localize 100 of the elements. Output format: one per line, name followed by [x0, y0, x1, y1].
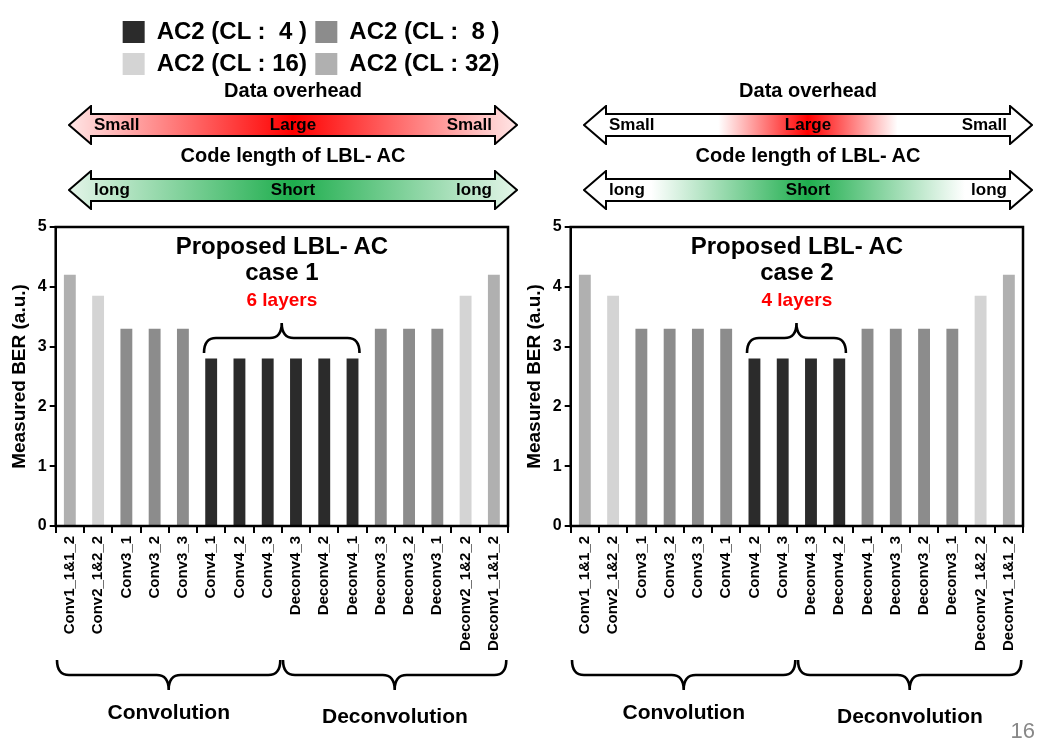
text: Proposed LBL- AC case 2 [690, 231, 904, 285]
bar [290, 358, 302, 525]
bar [374, 328, 387, 525]
x-tick-label: Conv3_1 [116, 535, 134, 599]
x-tick-label: Deconv3_3 [370, 535, 388, 616]
y-tick-label: 4 [552, 277, 562, 295]
text: Large [269, 114, 317, 136]
y-tick-label: 5 [552, 217, 562, 235]
x-tick-label: Deconv3_2 [399, 535, 417, 616]
text: long [94, 179, 130, 201]
x-tick-label: Deconv4_1 [857, 535, 875, 616]
x-tick-label: Conv4_2 [744, 535, 762, 599]
x-tick-label: Conv4_1 [201, 535, 219, 599]
bar [403, 328, 415, 525]
x-tick-label: Deconv4_3 [286, 535, 304, 616]
bar [261, 358, 274, 525]
x-tick-label: Conv3_3 [688, 535, 706, 599]
legend-label: AC2 (CL : 32) [349, 48, 500, 76]
text: Small [446, 114, 492, 136]
text: Proposed LBL- AC case 1 [175, 231, 389, 285]
text: Convolution [621, 700, 746, 724]
text: long [609, 179, 645, 201]
bar [1002, 274, 1015, 525]
text: long [456, 179, 492, 201]
bar [946, 328, 959, 525]
bar [63, 274, 76, 525]
y-tick-label: 0 [552, 516, 562, 534]
bar [487, 274, 500, 525]
text: Short [785, 179, 831, 201]
bar [691, 328, 704, 525]
text: Short [270, 179, 316, 201]
x-tick-label: Conv3_1 [631, 535, 649, 599]
bar [776, 358, 789, 525]
y-tick-label: 2 [37, 396, 47, 414]
annotation: 4 layers [760, 288, 834, 311]
y-tick-label: 1 [552, 456, 562, 474]
y-axis-title: Measured BER (a.u.) [7, 284, 29, 469]
bar [346, 358, 359, 525]
x-tick-label: Deconv4_2 [829, 535, 847, 616]
bar [889, 328, 902, 525]
text: Deconvolution [321, 704, 469, 728]
x-tick-label: Deconv4_3 [801, 535, 819, 616]
x-tick-label: Conv1_1&1_2 [59, 535, 77, 635]
x-tick-label: Deconv4_1 [342, 535, 360, 616]
x-tick-label: Conv2_1&2_2 [603, 535, 621, 635]
x-tick-label: Conv4_2 [229, 535, 247, 599]
bar [92, 295, 105, 525]
text: long [971, 179, 1007, 201]
x-tick-label: Conv4_1 [716, 535, 734, 599]
text: Code length of LBL- AC [694, 144, 922, 167]
text: Convolution [106, 700, 231, 724]
x-tick-label: Conv2_1&2_2 [88, 535, 106, 635]
x-tick-label: Conv4_3 [257, 535, 275, 599]
annotation: 6 layers [245, 288, 319, 311]
text: Deconvolution [837, 704, 983, 727]
bar [205, 358, 218, 525]
y-tick-label: 2 [552, 396, 562, 414]
x-tick-label: Deconv2_1&2_2 [970, 535, 988, 652]
bar [459, 295, 472, 525]
text: Data overhead [738, 79, 878, 102]
bar [120, 328, 133, 525]
bar [431, 328, 444, 525]
x-tick-label: Conv1_1&1_2 [574, 535, 592, 635]
x-tick-label: Deconv2_1&2_2 [455, 535, 473, 652]
y-tick-label: 0 [37, 516, 47, 534]
bar [663, 328, 676, 525]
text: Data overhead [223, 79, 363, 102]
x-tick-label: Deconv1_1&1_2 [999, 535, 1017, 652]
legend-label: AC2 (CL : 16) [156, 48, 307, 76]
x-tick-label: Deconv3_1 [942, 535, 960, 616]
bar [918, 328, 930, 525]
y-tick-label: 3 [37, 336, 47, 354]
text: Large [784, 114, 832, 136]
x-tick-label: Deconv3_3 [885, 535, 903, 616]
text: Small [961, 114, 1007, 136]
y-tick-label: 3 [552, 336, 562, 354]
bar [805, 358, 817, 525]
bar [974, 295, 987, 525]
x-tick-label: Conv3_2 [659, 535, 677, 599]
y-tick-label: 5 [37, 217, 47, 235]
bar [318, 358, 331, 525]
y-axis-title: Measured BER (a.u.) [522, 284, 544, 469]
x-tick-label: Conv3_3 [173, 535, 191, 599]
x-tick-label: Conv3_2 [144, 535, 162, 599]
text: Small [94, 114, 140, 136]
bar [148, 328, 161, 525]
bar [176, 328, 189, 525]
legend-label: AC2 (CL : 8 ) [349, 16, 500, 44]
bar [635, 328, 648, 525]
x-tick-label: Deconv3_1 [427, 535, 445, 616]
bar [607, 295, 620, 525]
text: Code length of LBL- AC [179, 144, 407, 167]
y-tick-label: 4 [37, 277, 47, 295]
bar [720, 328, 733, 525]
bar [861, 328, 874, 525]
bar [233, 358, 246, 525]
x-tick-label: Deconv3_2 [914, 535, 932, 616]
text: 16 [1010, 718, 1035, 744]
legend-label: AC2 (CL : 4 ) [156, 16, 307, 44]
bar [748, 358, 761, 525]
